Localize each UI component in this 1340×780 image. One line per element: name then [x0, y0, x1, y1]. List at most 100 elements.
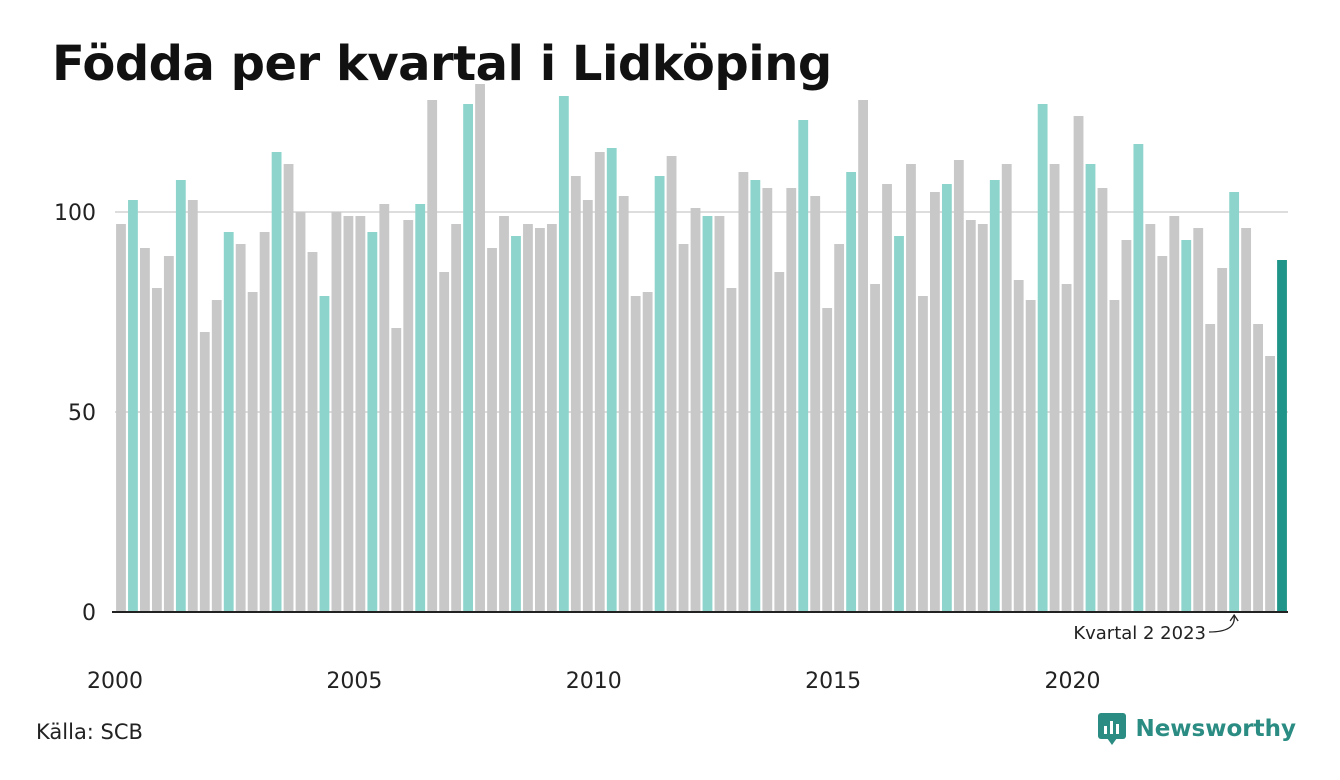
annotation-arrowhead	[1229, 613, 1239, 622]
bar	[858, 100, 868, 612]
bar	[535, 228, 545, 612]
annotation-arrow	[1208, 615, 1235, 633]
bar	[1049, 164, 1060, 612]
bar	[331, 212, 342, 612]
y-tick-label: 0	[82, 601, 96, 626]
bar	[355, 216, 366, 612]
x-tick-label: 2015	[805, 669, 861, 694]
bar	[1205, 324, 1216, 612]
bar	[1121, 240, 1132, 612]
bar	[379, 204, 390, 612]
y-tick-label: 100	[54, 201, 96, 226]
bar	[618, 196, 629, 612]
bar	[882, 184, 892, 612]
bar	[1097, 188, 1108, 612]
bar	[415, 204, 426, 612]
bar	[307, 252, 318, 612]
bar	[1157, 256, 1168, 612]
bar	[1169, 216, 1180, 612]
bar	[1277, 260, 1287, 612]
newsworthy-logo-icon	[1098, 713, 1127, 745]
bar	[702, 216, 713, 612]
bar	[247, 292, 258, 612]
annotation: Kvartal 2 2023	[1073, 613, 1239, 644]
bar	[499, 216, 509, 612]
bar	[738, 172, 749, 612]
bar	[989, 180, 1000, 612]
bar	[187, 200, 198, 612]
bar	[582, 200, 593, 612]
bar	[846, 172, 857, 612]
bar	[319, 296, 330, 612]
bar	[1181, 240, 1192, 612]
bar	[403, 220, 414, 612]
bar	[367, 232, 378, 612]
bar	[128, 200, 138, 612]
bar	[391, 328, 402, 612]
bar	[630, 296, 641, 612]
bar	[1133, 144, 1144, 612]
bar	[546, 224, 557, 612]
y-tick-label: 50	[68, 401, 96, 426]
bar	[822, 308, 833, 612]
bar	[594, 152, 605, 612]
bar	[1025, 300, 1036, 612]
bar	[929, 192, 940, 612]
bar	[451, 224, 462, 612]
bar	[750, 180, 761, 612]
bar	[487, 248, 497, 612]
bar	[762, 188, 773, 612]
bar	[1193, 228, 1204, 612]
bar	[1145, 224, 1156, 612]
bar	[116, 224, 126, 612]
bars	[116, 84, 1287, 612]
bar	[223, 232, 234, 612]
x-tick-label: 2020	[1045, 669, 1101, 694]
bar	[439, 272, 450, 612]
bar	[678, 244, 689, 612]
bar	[1061, 284, 1072, 612]
bar	[906, 164, 916, 612]
bar	[918, 296, 928, 612]
x-tick-label: 2005	[326, 669, 382, 694]
bar	[463, 104, 474, 612]
bar	[1229, 192, 1240, 612]
bar	[175, 180, 186, 612]
bar	[295, 212, 306, 612]
bar	[1085, 164, 1096, 612]
bar	[151, 288, 162, 612]
bar	[271, 152, 282, 612]
bar	[977, 224, 988, 612]
bar	[140, 248, 150, 612]
brand-logo: Newsworthy	[1097, 712, 1296, 746]
bar	[343, 216, 354, 612]
bar	[1217, 268, 1228, 612]
bar	[523, 224, 533, 612]
bar	[606, 148, 617, 612]
x-axis-ticks: 2000 2005 2010 2015 2020	[87, 669, 1101, 694]
bar	[1265, 356, 1275, 612]
x-tick-label: 2010	[566, 669, 622, 694]
bar	[870, 284, 880, 612]
bar	[1253, 324, 1263, 612]
brand-name: Newsworthy	[1135, 716, 1296, 742]
bar	[798, 120, 809, 612]
bar	[965, 220, 976, 612]
bar	[810, 196, 821, 612]
bar	[654, 176, 665, 612]
bar	[666, 156, 677, 612]
bar	[1013, 280, 1024, 612]
bar	[570, 176, 581, 612]
bar	[894, 236, 904, 612]
bar	[642, 292, 653, 612]
bar	[511, 236, 521, 612]
bar	[1037, 104, 1048, 612]
bar	[211, 300, 222, 612]
bar	[786, 188, 797, 612]
bar	[199, 332, 210, 612]
x-tick-label: 2000	[87, 669, 143, 694]
bar	[834, 244, 845, 612]
bar	[259, 232, 270, 612]
bar	[774, 272, 785, 612]
